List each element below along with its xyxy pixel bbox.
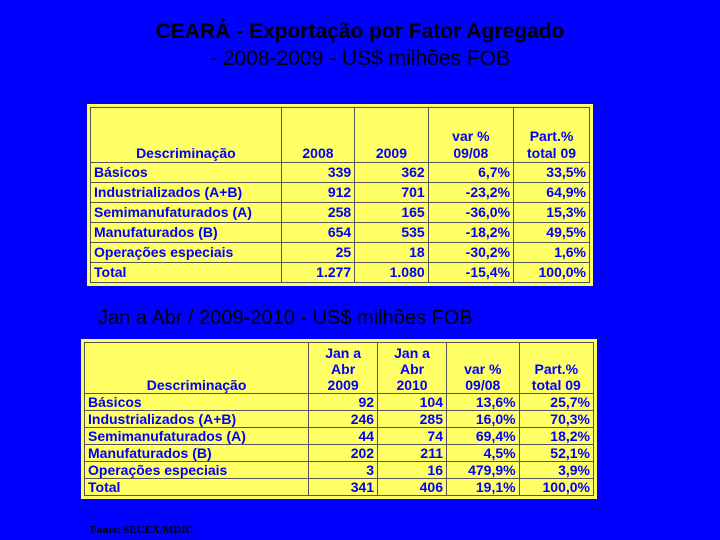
table-row: Manufaturados (B) 654 535 -18,2% 49,5% xyxy=(90,222,590,243)
table-row-total: Total 1.277 1.080 -15,4% 100,0% xyxy=(90,262,590,283)
section-subtitle: Jan a Abr / 2009-2010 - US$ milhões FOB xyxy=(98,307,473,329)
cell-value: 341 xyxy=(308,478,379,496)
cell-value: 16,0% xyxy=(446,410,520,428)
cell-value: 339 xyxy=(280,162,356,183)
cell-value: 104 xyxy=(377,393,447,411)
table-row: Operações especiais 25 18 -30,2% 1,6% xyxy=(90,242,590,263)
cell-value: -36,0% xyxy=(427,202,515,223)
table-row: Industrializados (A+B) 912 701 -23,2% 64… xyxy=(90,182,590,203)
cell-value: -23,2% xyxy=(427,182,515,203)
cell-value: 406 xyxy=(377,478,447,496)
header-jan-abr-2010: Jan a Abr 2010 xyxy=(377,342,447,394)
cell-value: 100,0% xyxy=(513,262,590,283)
cell-value: 69,4% xyxy=(446,427,520,445)
cell-value: 701 xyxy=(354,182,429,203)
source-note: Fonte: SECEX/MDIC xyxy=(90,524,194,536)
row-label: Industrializados (A+B) xyxy=(83,410,310,428)
cell-value: 1.080 xyxy=(354,262,429,283)
row-label: Básicos xyxy=(90,162,282,183)
cell-value: 52,1% xyxy=(518,444,595,462)
row-label: Semimanufaturados (A) xyxy=(90,202,282,223)
cell-value: 64,9% xyxy=(513,182,590,203)
cell-value: -30,2% xyxy=(427,242,515,263)
cell-value: 33,5% xyxy=(513,162,590,183)
header-2008: 2008 xyxy=(280,107,356,163)
cell-value: 18,2% xyxy=(518,427,595,445)
cell-value: 3 xyxy=(308,461,379,479)
cell-value: -18,2% xyxy=(427,222,515,243)
row-label: Manufaturados (B) xyxy=(90,222,282,243)
cell-value: 285 xyxy=(377,410,447,428)
export-table-2008-2009: Descriminação 2008 2009 var % 09/08 Part… xyxy=(87,104,593,286)
cell-value: 19,1% xyxy=(446,478,520,496)
row-label: Manufaturados (B) xyxy=(83,444,310,462)
cell-value: -15,4% xyxy=(427,262,515,283)
cell-value: 1.277 xyxy=(280,262,356,283)
header-part: Part.% total 09 xyxy=(518,342,595,394)
table-row: Semimanufaturados (A) 258 165 -36,0% 15,… xyxy=(90,202,590,223)
main-subtitle: - 2008-2009 - US$ milhões FOB xyxy=(210,47,510,70)
cell-value: 4,5% xyxy=(446,444,520,462)
row-label: Total xyxy=(90,262,282,283)
table-row-total: Total 341 406 19,1% 100,0% xyxy=(83,478,595,496)
cell-value: 6,7% xyxy=(427,162,515,183)
cell-value: 49,5% xyxy=(513,222,590,243)
row-label: Básicos xyxy=(83,393,310,411)
row-label: Operações especiais xyxy=(90,242,282,263)
table-header-row: Descriminação 2008 2009 var % 09/08 Part… xyxy=(90,107,590,163)
cell-value: 25,7% xyxy=(518,393,595,411)
table-row: Básicos 92 104 13,6% 25,7% xyxy=(83,393,595,411)
header-jan-abr-2009: Jan a Abr 2009 xyxy=(308,342,379,394)
cell-value: 912 xyxy=(280,182,356,203)
export-table-jan-abr-2009-2010: Descriminação Jan a Abr 2009 Jan a Abr 2… xyxy=(81,339,597,499)
cell-value: 535 xyxy=(354,222,429,243)
table-row: Semimanufaturados (A) 44 74 69,4% 18,2% xyxy=(83,427,595,445)
row-label: Total xyxy=(83,478,310,496)
header-2009: 2009 xyxy=(354,107,429,163)
main-title: CEARÁ - Exportação por Fator Agregado xyxy=(155,20,565,43)
row-label: Industrializados (A+B) xyxy=(90,182,282,203)
header-description: Descriminação xyxy=(83,342,310,394)
cell-value: 16 xyxy=(377,461,447,479)
cell-value: 70,3% xyxy=(518,410,595,428)
cell-value: 25 xyxy=(280,242,356,263)
cell-value: 211 xyxy=(377,444,447,462)
row-label: Operações especiais xyxy=(83,461,310,479)
cell-value: 654 xyxy=(280,222,356,243)
cell-value: 3,9% xyxy=(518,461,595,479)
table-row: Operações especiais 3 16 479,9% 3,9% xyxy=(83,461,595,479)
cell-value: 74 xyxy=(377,427,447,445)
header-description: Descriminação xyxy=(90,107,282,163)
cell-value: 202 xyxy=(308,444,379,462)
cell-value: 92 xyxy=(308,393,379,411)
cell-value: 246 xyxy=(308,410,379,428)
table-header-row: Descriminação Jan a Abr 2009 Jan a Abr 2… xyxy=(83,342,595,394)
cell-value: 15,3% xyxy=(513,202,590,223)
table-row: Básicos 339 362 6,7% 33,5% xyxy=(90,162,590,183)
table-row: Industrializados (A+B) 246 285 16,0% 70,… xyxy=(83,410,595,428)
header-var: var % 09/08 xyxy=(446,342,520,394)
header-part: Part.% total 09 xyxy=(513,107,590,163)
cell-value: 479,9% xyxy=(446,461,520,479)
cell-value: 362 xyxy=(354,162,429,183)
cell-value: 18 xyxy=(354,242,429,263)
cell-value: 13,6% xyxy=(446,393,520,411)
row-label: Semimanufaturados (A) xyxy=(83,427,310,445)
cell-value: 165 xyxy=(354,202,429,223)
cell-value: 100,0% xyxy=(518,478,595,496)
cell-value: 44 xyxy=(308,427,379,445)
header-var: var % 09/08 xyxy=(427,107,515,163)
table-row: Manufaturados (B) 202 211 4,5% 52,1% xyxy=(83,444,595,462)
cell-value: 1,6% xyxy=(513,242,590,263)
cell-value: 258 xyxy=(280,202,356,223)
